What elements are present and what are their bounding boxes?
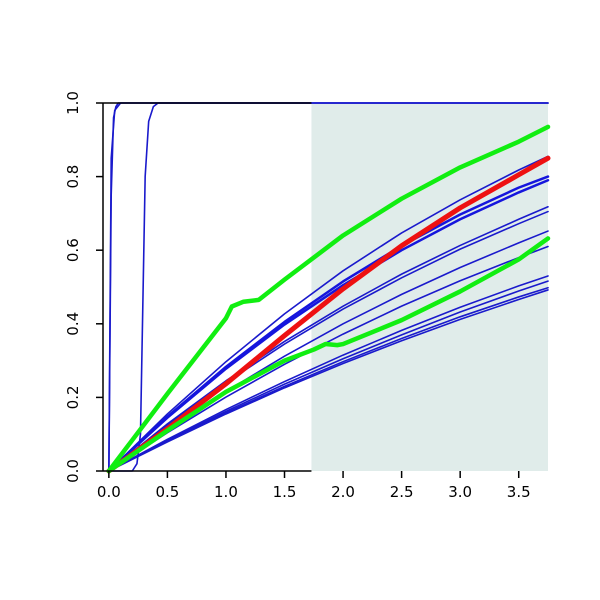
- series-line-blue-14: [108, 289, 549, 472]
- y-tick-label: 0.6: [64, 238, 82, 262]
- y-tick-label: 0.0: [64, 459, 82, 483]
- x-tick-label: 0.5: [155, 483, 179, 501]
- series-line-green-17: [106, 236, 551, 474]
- x-tick-label: 2.0: [331, 483, 355, 501]
- series-line-blue-7: [108, 205, 549, 472]
- series-layer: [106, 102, 551, 474]
- series-line-blue-10: [108, 245, 549, 472]
- series-line-green-16: [106, 124, 551, 474]
- x-tick-label: 0.0: [97, 483, 121, 501]
- y-tick-label: 0.2: [64, 385, 82, 409]
- shaded-region: [311, 103, 548, 471]
- y-tick-label: 0.8: [64, 165, 82, 189]
- x-tick-label: 3.5: [507, 483, 531, 501]
- series-line-blue-12: [108, 280, 549, 472]
- series-line-red-15: [106, 155, 551, 474]
- series-line-blue-4: [108, 155, 549, 472]
- series-line-blue-6: [107, 179, 550, 473]
- y-tick-label: 1.0: [64, 91, 82, 115]
- x-tick-label: 1.5: [273, 483, 297, 501]
- x-tick-label: 1.0: [214, 483, 238, 501]
- x-tick-label: 2.5: [390, 483, 414, 501]
- y-axis: 0.0 0.2 0.4 0.6 0.8 1.0: [64, 91, 103, 483]
- x-tick-label: 3.0: [448, 483, 472, 501]
- y-tick-label: 0.4: [64, 312, 82, 336]
- x-axis: 0.0 0.5 1.0 1.5 2.0 2.5 3.0 3.5: [97, 471, 531, 501]
- series-line-blue-11: [108, 275, 549, 472]
